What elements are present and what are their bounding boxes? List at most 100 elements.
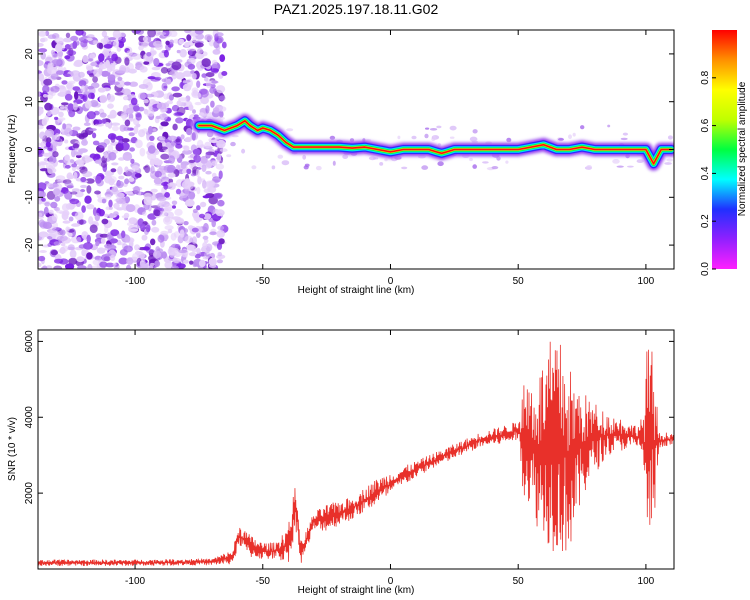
noise-speckle — [205, 105, 210, 114]
noise-speckle — [147, 76, 156, 80]
noise-speckle — [219, 54, 226, 62]
noise-speckle — [153, 58, 160, 66]
noise-speckle — [104, 243, 112, 249]
noise-speckle — [101, 218, 109, 225]
noise-speckle — [183, 259, 189, 264]
noise-speckle — [138, 84, 149, 89]
noise-speckle — [204, 141, 212, 149]
noise-speckle — [126, 50, 133, 57]
noise-speckle — [121, 230, 126, 239]
noise-speckle — [209, 139, 219, 143]
noise-speckle — [98, 53, 105, 62]
noise-speckle — [107, 144, 114, 153]
noise-speckle — [165, 63, 171, 67]
noise-speckle — [129, 147, 136, 152]
noise-speckle — [188, 50, 193, 56]
noise-speckle — [171, 247, 179, 252]
noise-speckle — [152, 250, 162, 259]
spectrogram-x-axis-label: Height of straight line (km) — [298, 285, 415, 296]
noise-speckle — [94, 119, 103, 125]
noise-speckle — [216, 242, 223, 250]
noise-speckle — [81, 31, 87, 37]
noise-speckle — [171, 200, 178, 206]
noise-speckle — [184, 187, 190, 196]
noise-speckle — [44, 102, 53, 111]
noise-speckle — [73, 71, 79, 77]
noise-speckle — [209, 160, 219, 164]
noise-speckle — [153, 177, 163, 185]
noise-speckle — [586, 165, 593, 170]
noise-speckle — [133, 185, 141, 195]
noise-speckle — [93, 68, 103, 78]
noise-speckle — [145, 224, 151, 233]
noise-speckle — [160, 146, 168, 150]
noise-speckle — [76, 236, 82, 243]
noise-speckle — [211, 80, 219, 84]
noise-speckle — [437, 161, 444, 167]
noise-speckle — [218, 170, 223, 179]
noise-speckle — [190, 173, 196, 177]
noise-speckle — [568, 134, 572, 139]
x-tick-label: -100 — [125, 276, 145, 287]
noise-speckle — [142, 246, 150, 251]
noise-speckle — [217, 199, 225, 207]
noise-speckle — [147, 145, 156, 154]
snr-ticks: -100 -50 0 50 100 2000 4000 6000 — [24, 330, 674, 587]
noise-speckle — [156, 197, 167, 202]
noise-speckle — [172, 92, 183, 98]
noise-speckle — [71, 188, 80, 193]
noise-speckle — [472, 164, 478, 169]
noise-speckle — [116, 200, 127, 205]
noise-speckle — [124, 191, 134, 195]
noise-speckle — [627, 165, 634, 168]
noise-speckle — [76, 133, 84, 138]
noise-speckle — [191, 92, 202, 99]
noise-speckle — [72, 143, 80, 149]
colorbar-tick-label: 0.0 — [700, 262, 711, 276]
noise-speckle — [75, 154, 82, 159]
noise-speckle — [63, 155, 70, 165]
noise-speckle — [115, 79, 126, 88]
noise-speckle — [111, 186, 118, 193]
noise-speckle — [152, 128, 157, 132]
noise-speckle — [189, 260, 194, 265]
noise-speckle — [191, 249, 198, 253]
y-tick-label: 0 — [24, 146, 35, 152]
noise-speckle — [73, 150, 78, 156]
noise-speckle — [117, 166, 123, 175]
noise-speckle — [110, 229, 120, 237]
noise-speckle — [188, 104, 194, 111]
noise-speckle — [145, 82, 153, 91]
noise-speckle — [60, 105, 65, 110]
noise-speckle — [118, 175, 125, 180]
noise-speckle — [80, 85, 86, 93]
noise-speckle — [212, 176, 221, 183]
noise-speckle — [100, 237, 106, 244]
noise-speckle — [153, 157, 160, 164]
noise-speckle — [150, 165, 155, 174]
noise-speckle — [101, 30, 108, 38]
noise-speckle — [191, 87, 199, 94]
noise-speckle — [183, 221, 189, 226]
noise-speckle — [99, 62, 104, 71]
noise-speckle — [108, 151, 117, 161]
noise-speckle — [159, 125, 164, 130]
noise-speckle — [47, 110, 52, 117]
noise-speckle — [192, 148, 201, 155]
noise-speckle — [167, 135, 178, 141]
noise-speckle — [146, 52, 152, 57]
noise-speckle — [80, 184, 88, 189]
noise-speckle — [125, 204, 136, 213]
noise-speckle — [192, 208, 198, 214]
noise-speckle — [217, 225, 225, 231]
noise-speckle — [144, 164, 151, 174]
noise-speckle — [87, 85, 94, 90]
noise-speckle — [203, 222, 209, 232]
noise-speckle — [88, 128, 97, 132]
ridge-band — [198, 120, 673, 165]
noise-speckle — [164, 192, 171, 198]
noise-speckle — [81, 231, 89, 240]
noise-speckle — [117, 76, 123, 81]
noise-speckle — [108, 199, 113, 208]
noise-speckle — [421, 165, 429, 170]
